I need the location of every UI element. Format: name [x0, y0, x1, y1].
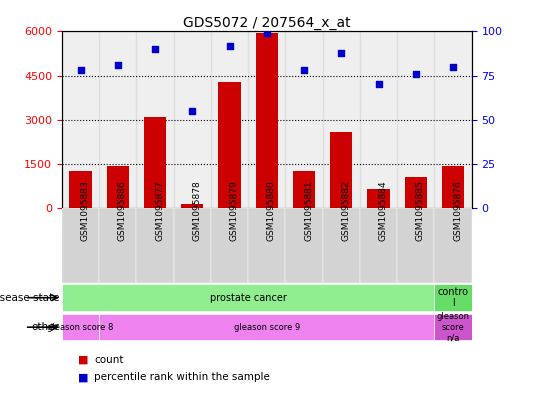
Bar	[99, 31, 136, 208]
Bar	[368, 189, 390, 208]
Text: GSM1095885: GSM1095885	[416, 180, 425, 241]
Bar	[218, 82, 241, 208]
Bar	[248, 208, 286, 283]
Bar	[434, 31, 472, 208]
Text: disease state: disease state	[0, 293, 59, 303]
Text: GSM1095882: GSM1095882	[341, 180, 350, 241]
Bar	[434, 314, 472, 340]
Text: count: count	[94, 354, 124, 365]
Bar	[136, 31, 174, 208]
Point	[300, 67, 308, 73]
Bar	[434, 208, 472, 283]
Point	[151, 46, 160, 52]
Bar	[286, 208, 323, 283]
Text: GSM1095881: GSM1095881	[304, 180, 313, 241]
Point	[225, 42, 234, 49]
Bar	[181, 204, 204, 208]
Bar	[211, 31, 248, 208]
Bar	[211, 208, 248, 283]
Bar	[442, 167, 464, 208]
Bar	[70, 171, 92, 208]
Bar	[255, 33, 278, 208]
Bar	[397, 208, 434, 283]
Bar	[136, 208, 174, 283]
Bar	[62, 31, 99, 208]
Bar	[323, 208, 360, 283]
Text: contro
l: contro l	[438, 287, 468, 309]
Point	[188, 108, 197, 114]
Bar	[62, 208, 99, 283]
Point	[337, 50, 345, 56]
Text: GSM1095884: GSM1095884	[378, 180, 388, 241]
Bar	[99, 208, 136, 283]
Bar	[144, 117, 166, 208]
Bar	[248, 31, 286, 208]
Text: gleason score 8: gleason score 8	[47, 323, 114, 332]
Bar	[405, 177, 427, 208]
Bar	[360, 208, 397, 283]
Text: GSM1095876: GSM1095876	[453, 180, 462, 241]
Text: GSM1095886: GSM1095886	[118, 180, 127, 241]
Bar	[293, 171, 315, 208]
Point	[262, 30, 271, 36]
Text: GSM1095880: GSM1095880	[267, 180, 276, 241]
Bar	[62, 314, 99, 340]
Bar	[330, 132, 353, 208]
Point	[411, 71, 420, 77]
Point	[448, 64, 457, 70]
Text: ■: ■	[78, 354, 88, 365]
Text: GSM1095883: GSM1095883	[81, 180, 89, 241]
Bar	[434, 285, 472, 311]
Bar	[397, 31, 434, 208]
Text: prostate cancer: prostate cancer	[210, 293, 287, 303]
Bar	[360, 31, 397, 208]
Title: GDS5072 / 207564_x_at: GDS5072 / 207564_x_at	[183, 17, 350, 30]
Text: GSM1095878: GSM1095878	[192, 180, 202, 241]
Bar	[174, 208, 211, 283]
Text: GSM1095879: GSM1095879	[230, 180, 239, 241]
Text: gleason score 9: gleason score 9	[234, 323, 300, 332]
Point	[374, 81, 383, 88]
Bar	[99, 314, 434, 340]
Text: percentile rank within the sample: percentile rank within the sample	[94, 372, 270, 382]
Bar	[323, 31, 360, 208]
Point	[114, 62, 122, 68]
Point	[77, 67, 85, 73]
Bar	[286, 31, 323, 208]
Bar	[107, 167, 129, 208]
Bar	[174, 31, 211, 208]
Text: ■: ■	[78, 372, 88, 382]
Text: GSM1095877: GSM1095877	[155, 180, 164, 241]
Text: gleason
score
n/a: gleason score n/a	[437, 312, 469, 342]
Text: other: other	[31, 322, 59, 332]
